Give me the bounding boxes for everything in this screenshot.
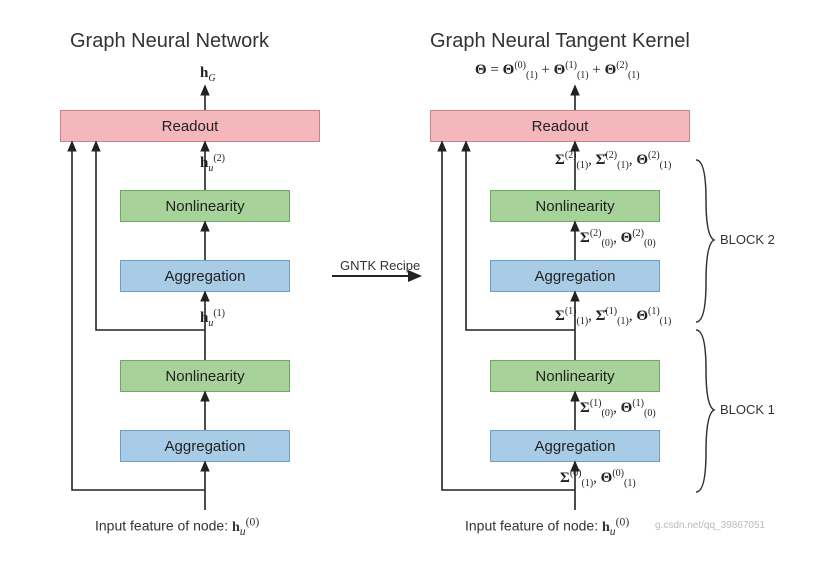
left-agg-1: Aggregation (120, 430, 290, 462)
right-readout: Readout (430, 110, 690, 142)
left-nonlin-1: Nonlinearity (120, 360, 290, 392)
block2-label: BLOCK 2 (720, 232, 775, 247)
right-lbl-mid1: Σ(1)(0), Θ(1)(0) (580, 400, 656, 417)
right-lbl-out1: Σ(1)(1), Σ̇(1)(1), Θ(1)(1) (555, 308, 671, 325)
block1-label: BLOCK 1 (720, 402, 775, 417)
right-lbl-bottom: Σ(0)(1), Θ(0)(1) (560, 470, 636, 487)
right-lbl-top: Θ = Θ(0)(1) + Θ(1)(1) + Θ(2)(1) (475, 62, 640, 79)
footer-right: Input feature of node: hu(0) (465, 515, 629, 537)
right-nonlin-2: Nonlinearity (490, 190, 660, 222)
left-lbl-hG: hG (200, 65, 216, 82)
left-lbl-h2: hu(2) (200, 155, 225, 172)
right-lbl-mid2: Σ(2)(0), Θ(2)(0) (580, 230, 656, 247)
right-nonlin-1: Nonlinearity (490, 360, 660, 392)
watermark: g.csdn.net/qq_39867051 (655, 520, 765, 531)
left-lbl-h1: hu(1) (200, 310, 225, 327)
left-agg-2: Aggregation (120, 260, 290, 292)
left-readout: Readout (60, 110, 320, 142)
transform-label: GNTK Recipe (340, 258, 420, 273)
right-lbl-out2: Σ(2)(1), Σ̇(2)(1), Θ(2)(1) (555, 152, 671, 169)
title-left: Graph Neural Network (70, 30, 269, 53)
footer-left: Input feature of node: hu(0) (95, 515, 259, 537)
right-agg-2: Aggregation (490, 260, 660, 292)
left-nonlin-2: Nonlinearity (120, 190, 290, 222)
title-right: Graph Neural Tangent Kernel (430, 30, 690, 53)
right-agg-1: Aggregation (490, 430, 660, 462)
